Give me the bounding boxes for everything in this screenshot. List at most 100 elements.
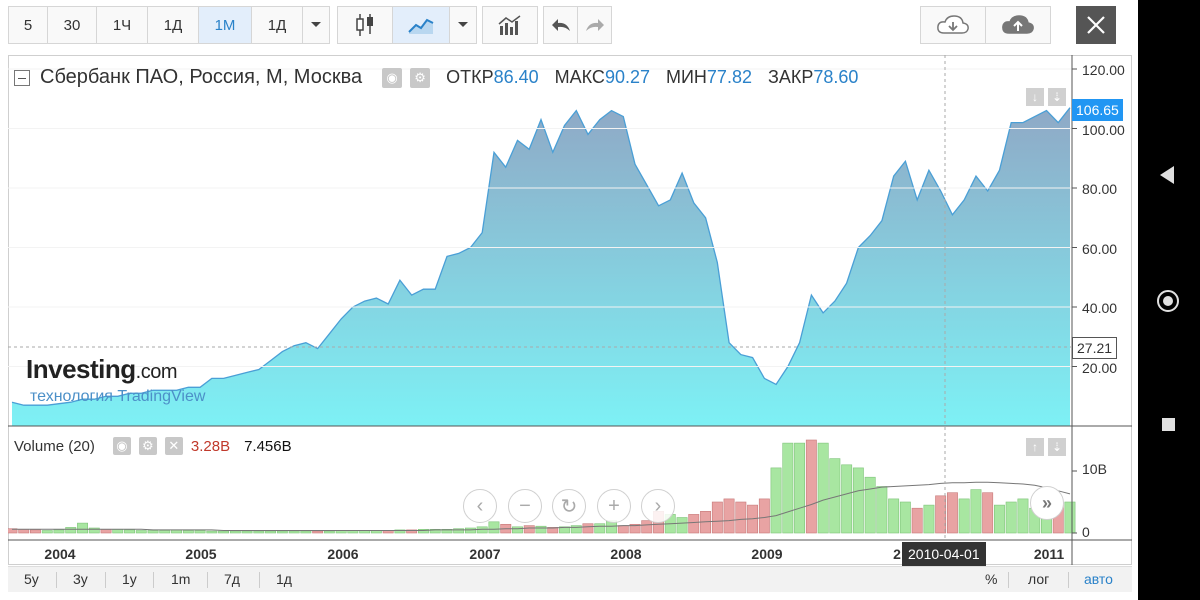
home-icon[interactable] <box>1157 290 1179 312</box>
zoom-in-button[interactable]: + <box>597 489 631 523</box>
timeframe-30-button[interactable]: 30 <box>47 6 97 44</box>
close-value: 78.60 <box>813 67 859 87</box>
symbol-name: Сбербанк ПАО, Россия, М, Москва <box>40 66 363 88</box>
volume-bar <box>429 528 441 534</box>
undo-button[interactable] <box>543 6 578 44</box>
redo-button[interactable] <box>577 6 612 44</box>
volume-bar <box>276 530 288 534</box>
chart-canvas[interactable] <box>8 55 1132 565</box>
volume-pane <box>8 439 1076 534</box>
timeframe-1h-button[interactable]: 1Ч <box>96 6 148 44</box>
volume-bar <box>88 527 100 534</box>
range-7d-button[interactable]: 7д <box>224 571 240 587</box>
eye-icon[interactable]: ◉ <box>382 67 403 88</box>
open-label: ОТКР <box>446 67 494 87</box>
volume-ma-value: 7.456B <box>244 437 292 455</box>
percent-scale-button[interactable]: % <box>985 571 998 587</box>
volume-bar <box>159 530 171 534</box>
volume-bar <box>946 492 958 534</box>
volume-bar <box>641 520 653 534</box>
chart-frame <box>8 55 1132 565</box>
volume-bar <box>135 530 147 534</box>
volume-bar <box>229 530 241 534</box>
volume-bar <box>65 527 77 534</box>
volume-bar <box>218 530 229 534</box>
timeframe-custom-button[interactable]: 1Д <box>251 6 303 44</box>
area-chart-icon <box>408 18 434 34</box>
eye-icon[interactable]: ◉ <box>112 437 131 455</box>
volume-bar <box>112 528 124 534</box>
timeframe-1d-button[interactable]: 1Д <box>147 6 199 44</box>
gear-icon[interactable]: ⚙ <box>138 437 157 455</box>
volume-bar <box>523 525 535 534</box>
timeframe-1m-button[interactable]: 1М <box>198 6 252 44</box>
cloud-download-icon <box>937 15 969 34</box>
move-up-icon[interactable]: ↑ <box>1026 438 1044 456</box>
upload-chart-button[interactable] <box>985 6 1051 44</box>
range-5y-button[interactable]: 5y <box>24 571 39 587</box>
gear-icon[interactable]: ⚙ <box>410 67 431 88</box>
timeframe-label: 30 <box>63 16 81 34</box>
back-icon[interactable] <box>1160 166 1174 184</box>
volume-bar <box>594 523 606 534</box>
move-down-icon[interactable]: ⇣ <box>1048 438 1066 456</box>
volume-bar <box>723 498 735 534</box>
close-chart-button[interactable] <box>1076 6 1116 44</box>
volume-bar <box>982 492 994 534</box>
volume-bar <box>735 501 747 534</box>
move-up-icon[interactable]: ↓ <box>1026 88 1044 106</box>
collapse-toggle[interactable] <box>14 69 30 86</box>
volume-bar <box>441 528 453 534</box>
log-scale-button[interactable]: лог <box>1028 571 1050 587</box>
indicators-button[interactable] <box>482 6 538 44</box>
chart-type-dropdown-button[interactable] <box>449 6 477 44</box>
timeframe-dropdown-button[interactable] <box>302 6 330 44</box>
range-divider <box>105 572 106 588</box>
price-axis-label: 40.00 <box>1082 300 1118 316</box>
reset-zoom-button[interactable]: ↻ <box>552 489 586 523</box>
price-axis-label: 100.00 <box>1082 122 1125 138</box>
recent-apps-icon[interactable] <box>1162 418 1175 431</box>
volume-bar <box>958 498 970 534</box>
volume-bar <box>417 528 429 534</box>
volume-bar <box>582 523 594 534</box>
close-icon[interactable]: ✕ <box>164 437 183 455</box>
volume-bar <box>935 495 947 534</box>
download-chart-button[interactable] <box>920 6 986 44</box>
scroll-right-button[interactable]: › <box>641 489 675 523</box>
price-pane <box>11 107 1071 426</box>
timeframe-5-button[interactable]: 5 <box>8 6 48 44</box>
range-1d-button[interactable]: 1д <box>276 571 292 587</box>
range-divider <box>56 572 57 588</box>
volume-bar <box>206 530 218 534</box>
time-axis-label: 2011 <box>1033 546 1065 562</box>
chart-type-candles-button[interactable] <box>337 6 393 44</box>
low-label: МИН <box>665 67 707 87</box>
volume-bar <box>53 529 65 534</box>
cloud-upload-icon <box>1002 15 1034 34</box>
volume-bar <box>511 526 523 534</box>
volume-bar <box>770 467 782 534</box>
go-to-realtime-button[interactable]: » <box>1030 486 1064 520</box>
volume-bar <box>1005 501 1017 534</box>
system-nav-bar <box>1138 0 1200 600</box>
volume-bar <box>970 489 982 534</box>
volume-bar <box>288 530 300 534</box>
chevron-down-icon <box>458 22 468 27</box>
volume-bar <box>253 530 265 534</box>
move-down-icon[interactable]: ⇣ <box>1048 88 1066 106</box>
scroll-left-button[interactable]: ‹ <box>463 489 497 523</box>
range-divider <box>259 572 260 588</box>
zoom-out-button[interactable]: − <box>508 489 542 523</box>
range-1y-button[interactable]: 1y <box>122 571 137 587</box>
volume-bar <box>547 527 559 534</box>
range-1m-button[interactable]: 1m <box>171 571 191 587</box>
chart-type-area-button[interactable] <box>392 6 450 44</box>
refresh-icon: ↻ <box>560 495 578 518</box>
volume-bar <box>852 467 864 534</box>
auto-scale-button[interactable]: авто <box>1084 571 1113 587</box>
timeframe-label: 1Д <box>163 16 183 34</box>
range-3y-button[interactable]: 3y <box>73 571 88 587</box>
chevron-right-icon: › <box>654 494 662 517</box>
timeframe-label: 1Ч <box>112 16 132 34</box>
